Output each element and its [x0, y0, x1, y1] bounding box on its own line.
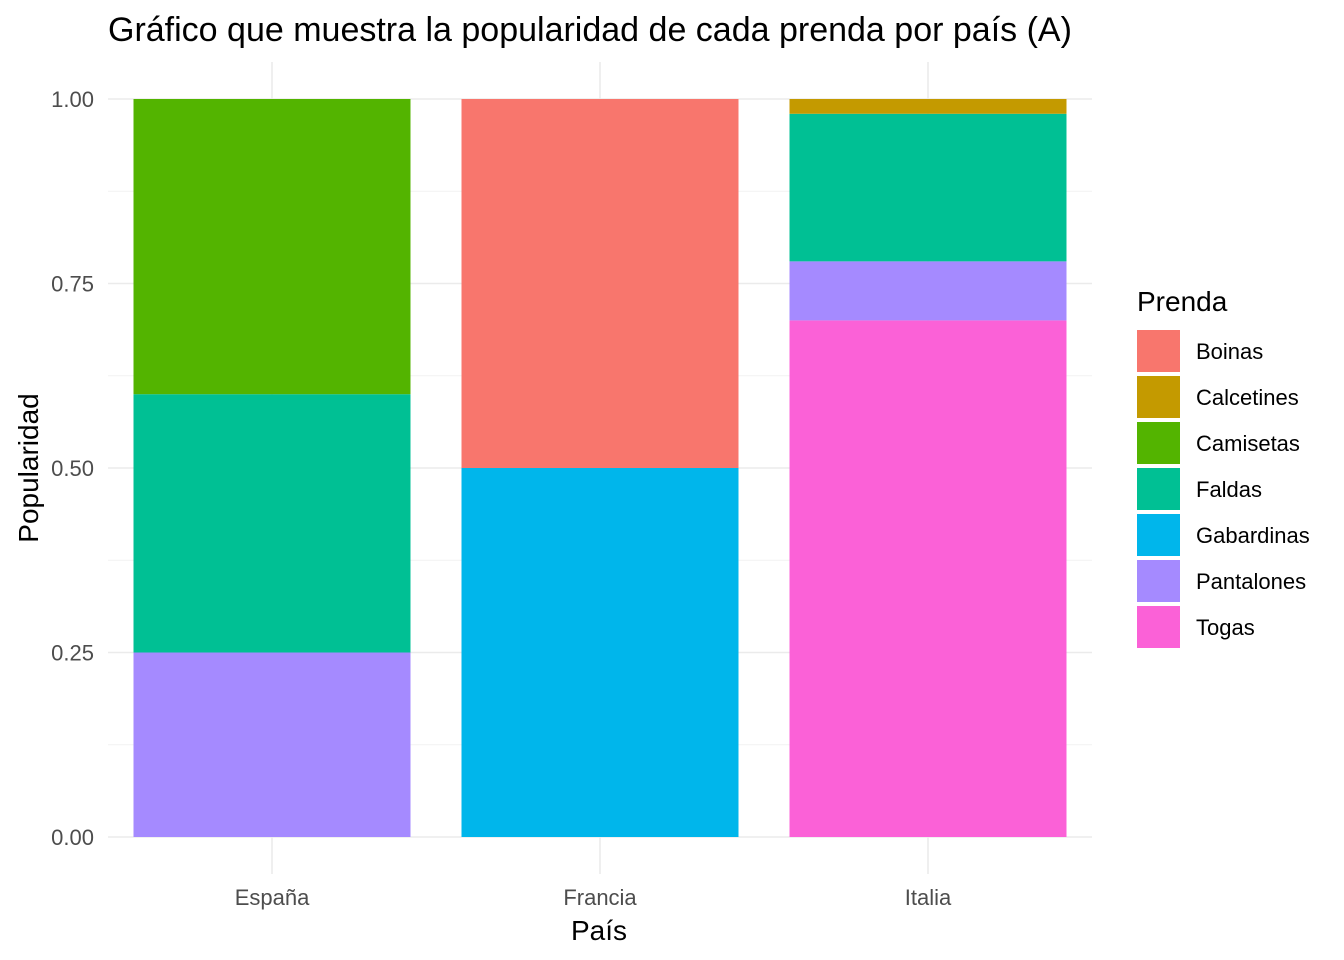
legend-label-boinas: Boinas: [1196, 339, 1263, 364]
bar-italia-togas: [789, 320, 1067, 837]
x-axis-title: País: [571, 915, 627, 946]
legend-label-calcetines: Calcetines: [1196, 385, 1299, 410]
legend-label-gabardinas: Gabardinas: [1196, 523, 1310, 548]
chart-title: Gráfico que muestra la popularidad de ca…: [108, 11, 1072, 49]
y-tick-label: 0.25: [51, 641, 94, 666]
bar-francia-gabardinas: [461, 468, 739, 837]
legend-label-camisetas: Camisetas: [1196, 431, 1300, 456]
x-tick-label: España: [235, 885, 310, 910]
legend-swatch-calcetines: [1137, 376, 1180, 418]
legend-swatch-pantalones: [1137, 560, 1180, 602]
x-axis-ticks: España Francia Italia: [235, 885, 952, 910]
x-tick-label: Italia: [905, 885, 952, 910]
legend-swatch-camisetas: [1137, 422, 1180, 464]
bar-segments: [133, 99, 1067, 837]
legend-swatch-togas: [1137, 606, 1180, 648]
bar-italia-pantalones: [789, 261, 1067, 321]
legend-title: Prenda: [1137, 286, 1228, 317]
y-tick-label: 0.00: [51, 825, 94, 850]
x-tick-label: Francia: [563, 885, 637, 910]
y-tick-label: 0.75: [51, 272, 94, 297]
y-axis-ticks: 0.00 0.25 0.50 0.75 1.00: [51, 87, 94, 850]
legend-items: Boinas Calcetines Camisetas Faldas Gabardina…: [1137, 330, 1310, 648]
legend-label-togas: Togas: [1196, 615, 1255, 640]
bar-italia-calcetines: [789, 99, 1067, 114]
bar-francia-boinas: [461, 99, 739, 468]
legend-swatch-boinas: [1137, 330, 1180, 372]
legend: Prenda Boinas Calcetines Camisetas Faldas Ga…: [1137, 286, 1310, 648]
legend-swatch-faldas: [1137, 468, 1180, 510]
bar-espana-faldas: [133, 394, 411, 653]
bar-espana-pantalones: [133, 652, 411, 837]
bar-italia-faldas: [789, 113, 1067, 262]
legend-swatch-gabardinas: [1137, 514, 1180, 556]
bar-espana-camisetas: [133, 99, 411, 395]
y-axis-title: Popularidad: [13, 393, 44, 542]
legend-label-pantalones: Pantalones: [1196, 569, 1306, 594]
y-tick-label: 0.50: [51, 456, 94, 481]
legend-label-faldas: Faldas: [1196, 477, 1262, 502]
y-tick-label: 1.00: [51, 87, 94, 112]
